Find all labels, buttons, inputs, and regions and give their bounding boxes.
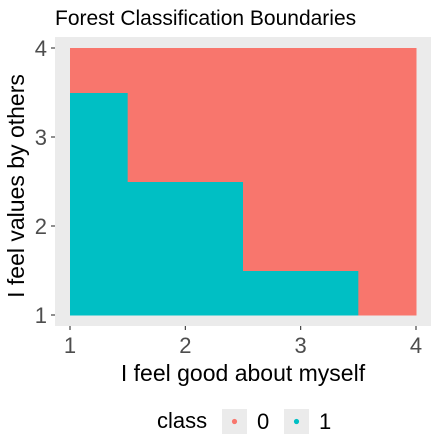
legend-label-0: 0 — [257, 409, 269, 434]
class-0-cell — [243, 48, 359, 93]
y-axis: 1 2 3 4 — [35, 36, 55, 328]
legend-title: class — [157, 408, 207, 433]
y-tick-label: 2 — [35, 214, 47, 239]
class-1-cell — [127, 270, 244, 316]
legend-label-1: 1 — [319, 409, 331, 434]
class-1-cell — [127, 181, 244, 271]
class-region-cells — [70, 48, 417, 316]
class-0-cell — [243, 181, 359, 271]
y-tick-label: 1 — [35, 303, 47, 328]
class-0-cell — [243, 92, 359, 182]
class-1-cell — [70, 181, 129, 271]
legend-marker-0 — [231, 418, 238, 425]
class-0-cell — [358, 48, 417, 93]
class-0-cell — [358, 270, 417, 316]
class-0-cell — [358, 181, 417, 271]
class-0-cell — [70, 48, 129, 93]
x-tick-label: 3 — [295, 333, 307, 358]
x-tick-label: 1 — [64, 333, 76, 358]
legend-marker-1 — [293, 418, 300, 425]
y-axis-title: I feel values by others — [3, 74, 29, 298]
x-tick-label: 2 — [179, 333, 191, 358]
class-0-cell — [358, 92, 417, 182]
class-1-cell — [70, 270, 129, 316]
class-0-cell — [127, 92, 244, 182]
class-1-cell — [70, 92, 129, 182]
y-tick-label: 3 — [35, 125, 47, 150]
class-0-cell — [127, 48, 244, 93]
x-axis-title: I feel good about myself — [121, 360, 366, 386]
legend: class 0 1 — [157, 408, 331, 434]
chart-title: Forest Classification Boundaries — [55, 7, 356, 30]
class-1-cell — [243, 270, 359, 316]
y-tick-label: 4 — [35, 36, 47, 61]
x-tick-label: 4 — [410, 333, 422, 358]
x-axis: 1 2 3 4 — [64, 326, 422, 358]
